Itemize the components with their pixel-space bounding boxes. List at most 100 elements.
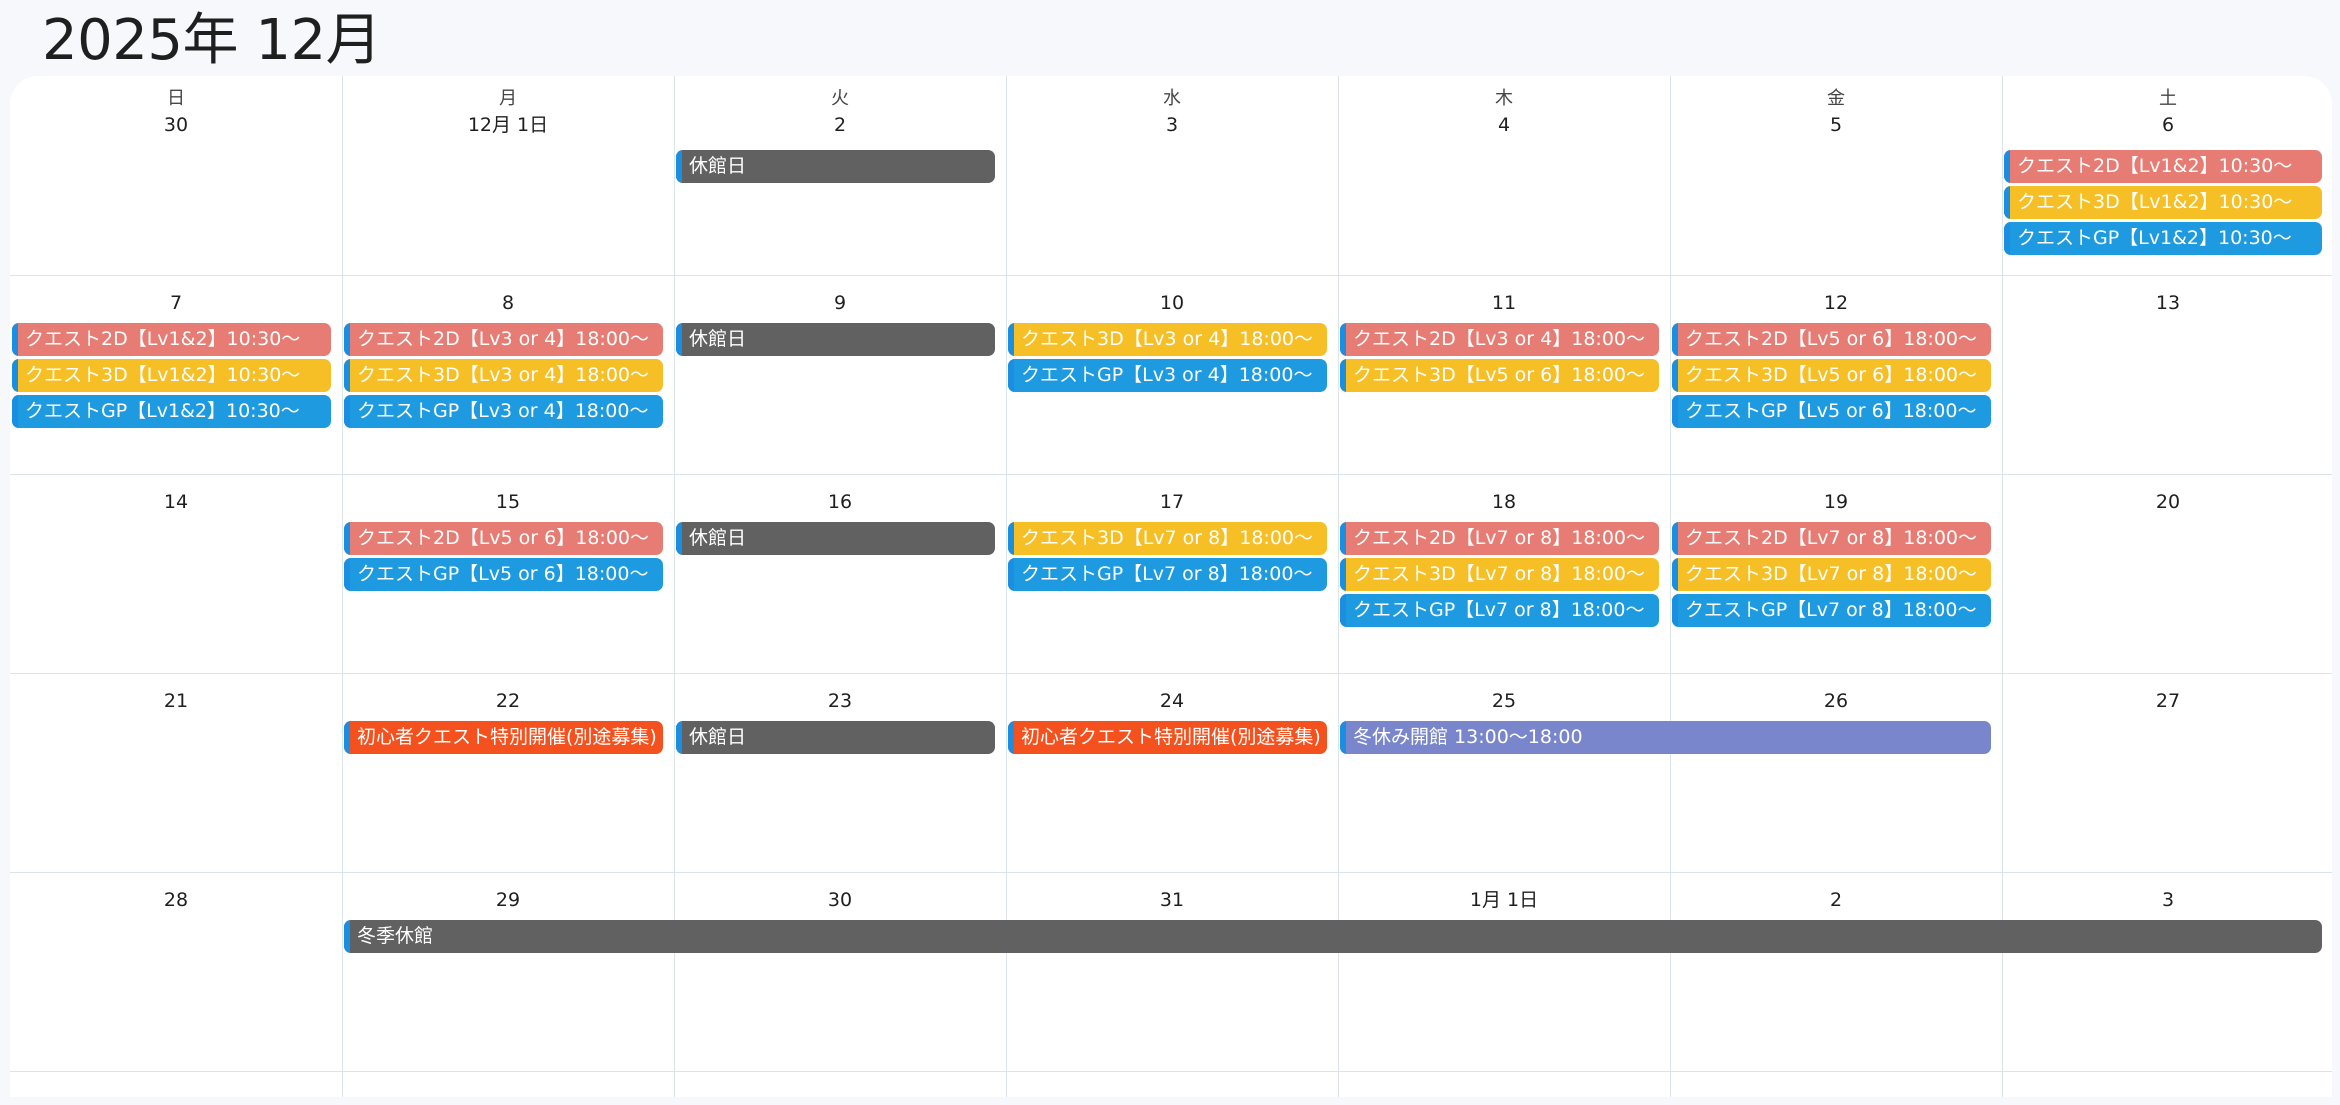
day-number[interactable]: 8 [501, 292, 515, 314]
event-title: クエスト3D【Lv7 or 8】18:00〜 [1021, 527, 1313, 549]
event-chip[interactable]: クエストGP【Lv5 or 6】18:00〜 [344, 558, 663, 591]
day-number[interactable]: 21 [163, 690, 189, 712]
day-number[interactable]: 3 [2161, 889, 2175, 911]
day-number[interactable]: 3 [1165, 114, 1179, 136]
day-number[interactable]: 22 [495, 690, 521, 712]
event-color-stripe [1672, 594, 1678, 627]
event-title: クエスト2D【Lv5 or 6】18:00〜 [1685, 328, 1977, 350]
event-chip[interactable]: クエスト2D【Lv3 or 4】18:00〜 [344, 323, 663, 356]
event-color-stripe [1008, 359, 1014, 392]
day-number[interactable]: 2 [833, 114, 847, 136]
event-color-stripe [676, 150, 682, 183]
event-chip[interactable]: 冬休み開館 13:00〜18:00 [1340, 721, 1991, 754]
event-chip[interactable]: クエストGP【Lv3 or 4】18:00〜 [344, 395, 663, 428]
event-chip[interactable]: 休館日 [676, 323, 995, 356]
weekday-header: 月 [499, 88, 517, 109]
event-chip[interactable]: クエスト3D【Lv1&2】10:30〜 [2004, 186, 2322, 219]
day-number[interactable]: 30 [163, 114, 189, 136]
event-chip[interactable]: クエスト2D【Lv7 or 8】18:00〜 [1672, 522, 1991, 555]
day-number[interactable]: 6 [2161, 114, 2175, 136]
event-chip[interactable]: クエストGP【Lv7 or 8】18:00〜 [1008, 558, 1327, 591]
event-title: 初心者クエスト特別開催(別途募集) [1021, 726, 1321, 748]
event-chip[interactable]: クエスト3D【Lv7 or 8】18:00〜 [1008, 522, 1327, 555]
day-number[interactable]: 14 [163, 491, 189, 513]
day-number[interactable]: 15 [495, 491, 521, 513]
day-number[interactable]: 1月 1日 [1469, 889, 1539, 911]
event-title: クエスト2D【Lv3 or 4】18:00〜 [357, 328, 649, 350]
event-chip[interactable]: クエスト2D【Lv1&2】10:30〜 [2004, 150, 2322, 183]
event-chip[interactable]: クエストGP【Lv1&2】10:30〜 [2004, 222, 2322, 255]
day-number[interactable]: 25 [1491, 690, 1517, 712]
event-chip[interactable]: クエスト2D【Lv5 or 6】18:00〜 [344, 522, 663, 555]
event-chip[interactable]: 初心者クエスト特別開催(別途募集) [1008, 721, 1327, 754]
month-grid: 日月火水木金土 30 12月 1日 2 3 4 5 6 7 8 9 10 11 12 13 14 15 16 17 1… [10, 76, 2332, 1097]
grid-row-divider [10, 673, 2332, 674]
event-color-stripe [1672, 395, 1678, 428]
event-title: クエストGP【Lv3 or 4】18:00〜 [1021, 364, 1313, 386]
event-color-stripe [2004, 186, 2010, 219]
day-number[interactable]: 29 [495, 889, 521, 911]
grid-row-divider [10, 474, 2332, 475]
event-chip[interactable]: クエスト3D【Lv3 or 4】18:00〜 [344, 359, 663, 392]
event-chip[interactable]: クエスト3D【Lv1&2】10:30〜 [12, 359, 331, 392]
event-title: 休館日 [689, 328, 747, 350]
event-chip[interactable]: 休館日 [676, 150, 995, 183]
event-title: クエスト3D【Lv3 or 4】18:00〜 [1021, 328, 1313, 350]
day-number[interactable]: 31 [1159, 889, 1185, 911]
day-number[interactable]: 27 [2155, 690, 2181, 712]
day-number[interactable]: 30 [827, 889, 853, 911]
event-chip[interactable]: クエストGP【Lv7 or 8】18:00〜 [1672, 594, 1991, 627]
day-number[interactable]: 16 [827, 491, 853, 513]
day-number[interactable]: 2 [1829, 889, 1843, 911]
day-number[interactable]: 24 [1159, 690, 1185, 712]
event-color-stripe [1340, 594, 1346, 627]
event-chip[interactable]: クエスト2D【Lv1&2】10:30〜 [12, 323, 331, 356]
day-number[interactable]: 10 [1159, 292, 1185, 314]
event-chip[interactable]: クエスト3D【Lv7 or 8】18:00〜 [1340, 558, 1659, 591]
event-chip[interactable]: クエストGP【Lv1&2】10:30〜 [12, 395, 331, 428]
event-chip[interactable]: クエスト2D【Lv7 or 8】18:00〜 [1340, 522, 1659, 555]
event-title: クエスト2D【Lv7 or 8】18:00〜 [1353, 527, 1645, 549]
day-number[interactable]: 11 [1491, 292, 1517, 314]
event-chip[interactable]: クエスト2D【Lv3 or 4】18:00〜 [1340, 323, 1659, 356]
event-chip[interactable]: クエストGP【Lv3 or 4】18:00〜 [1008, 359, 1327, 392]
event-chip[interactable]: クエスト3D【Lv3 or 4】18:00〜 [1008, 323, 1327, 356]
event-title: クエスト3D【Lv7 or 8】18:00〜 [1353, 563, 1645, 585]
day-number[interactable]: 18 [1491, 491, 1517, 513]
event-title: クエストGP【Lv7 or 8】18:00〜 [1353, 599, 1645, 621]
day-number[interactable]: 13 [2155, 292, 2181, 314]
day-number[interactable]: 9 [833, 292, 847, 314]
event-title: クエスト3D【Lv7 or 8】18:00〜 [1685, 563, 1977, 585]
event-color-stripe [1008, 522, 1014, 555]
event-title: クエスト3D【Lv1&2】10:30〜 [2017, 191, 2293, 213]
event-chip[interactable]: 休館日 [676, 522, 995, 555]
event-chip[interactable]: 休館日 [676, 721, 995, 754]
event-title: クエスト3D【Lv1&2】10:30〜 [25, 364, 301, 386]
day-number[interactable]: 23 [827, 690, 853, 712]
event-color-stripe [2004, 222, 2010, 255]
event-chip[interactable]: クエストGP【Lv5 or 6】18:00〜 [1672, 395, 1991, 428]
grid-column-divider [1670, 76, 1671, 1097]
day-number[interactable]: 12月 1日 [467, 114, 549, 136]
event-title: クエスト2D【Lv1&2】10:30〜 [2017, 155, 2293, 177]
weekday-header: 金 [1827, 88, 1845, 109]
day-number[interactable]: 28 [163, 889, 189, 911]
grid-column-divider [342, 76, 343, 1097]
event-chip[interactable]: クエスト3D【Lv5 or 6】18:00〜 [1672, 359, 1991, 392]
event-color-stripe [1008, 721, 1014, 754]
day-number[interactable]: 12 [1823, 292, 1849, 314]
event-chip[interactable]: クエスト3D【Lv7 or 8】18:00〜 [1672, 558, 1991, 591]
day-number[interactable]: 7 [169, 292, 183, 314]
event-title: クエスト2D【Lv7 or 8】18:00〜 [1685, 527, 1977, 549]
day-number[interactable]: 17 [1159, 491, 1185, 513]
event-chip[interactable]: 冬季休館 [344, 920, 2322, 953]
event-chip[interactable]: クエスト3D【Lv5 or 6】18:00〜 [1340, 359, 1659, 392]
day-number[interactable]: 26 [1823, 690, 1849, 712]
event-chip[interactable]: 初心者クエスト特別開催(別途募集) [344, 721, 663, 754]
day-number[interactable]: 5 [1829, 114, 1843, 136]
day-number[interactable]: 20 [2155, 491, 2181, 513]
day-number[interactable]: 19 [1823, 491, 1849, 513]
event-chip[interactable]: クエスト2D【Lv5 or 6】18:00〜 [1672, 323, 1991, 356]
event-chip[interactable]: クエストGP【Lv7 or 8】18:00〜 [1340, 594, 1659, 627]
day-number[interactable]: 4 [1497, 114, 1511, 136]
